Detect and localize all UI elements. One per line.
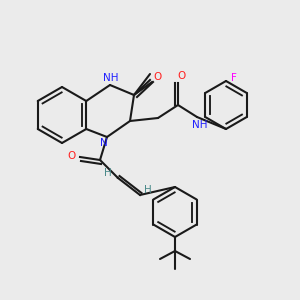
Text: N: N [100, 138, 108, 148]
Text: O: O [154, 72, 162, 82]
Text: NH: NH [192, 120, 208, 130]
Text: O: O [68, 151, 76, 161]
Text: H: H [144, 185, 152, 195]
Text: O: O [177, 71, 185, 81]
Text: H: H [104, 168, 112, 178]
Text: F: F [231, 73, 237, 83]
Text: NH: NH [103, 73, 119, 83]
